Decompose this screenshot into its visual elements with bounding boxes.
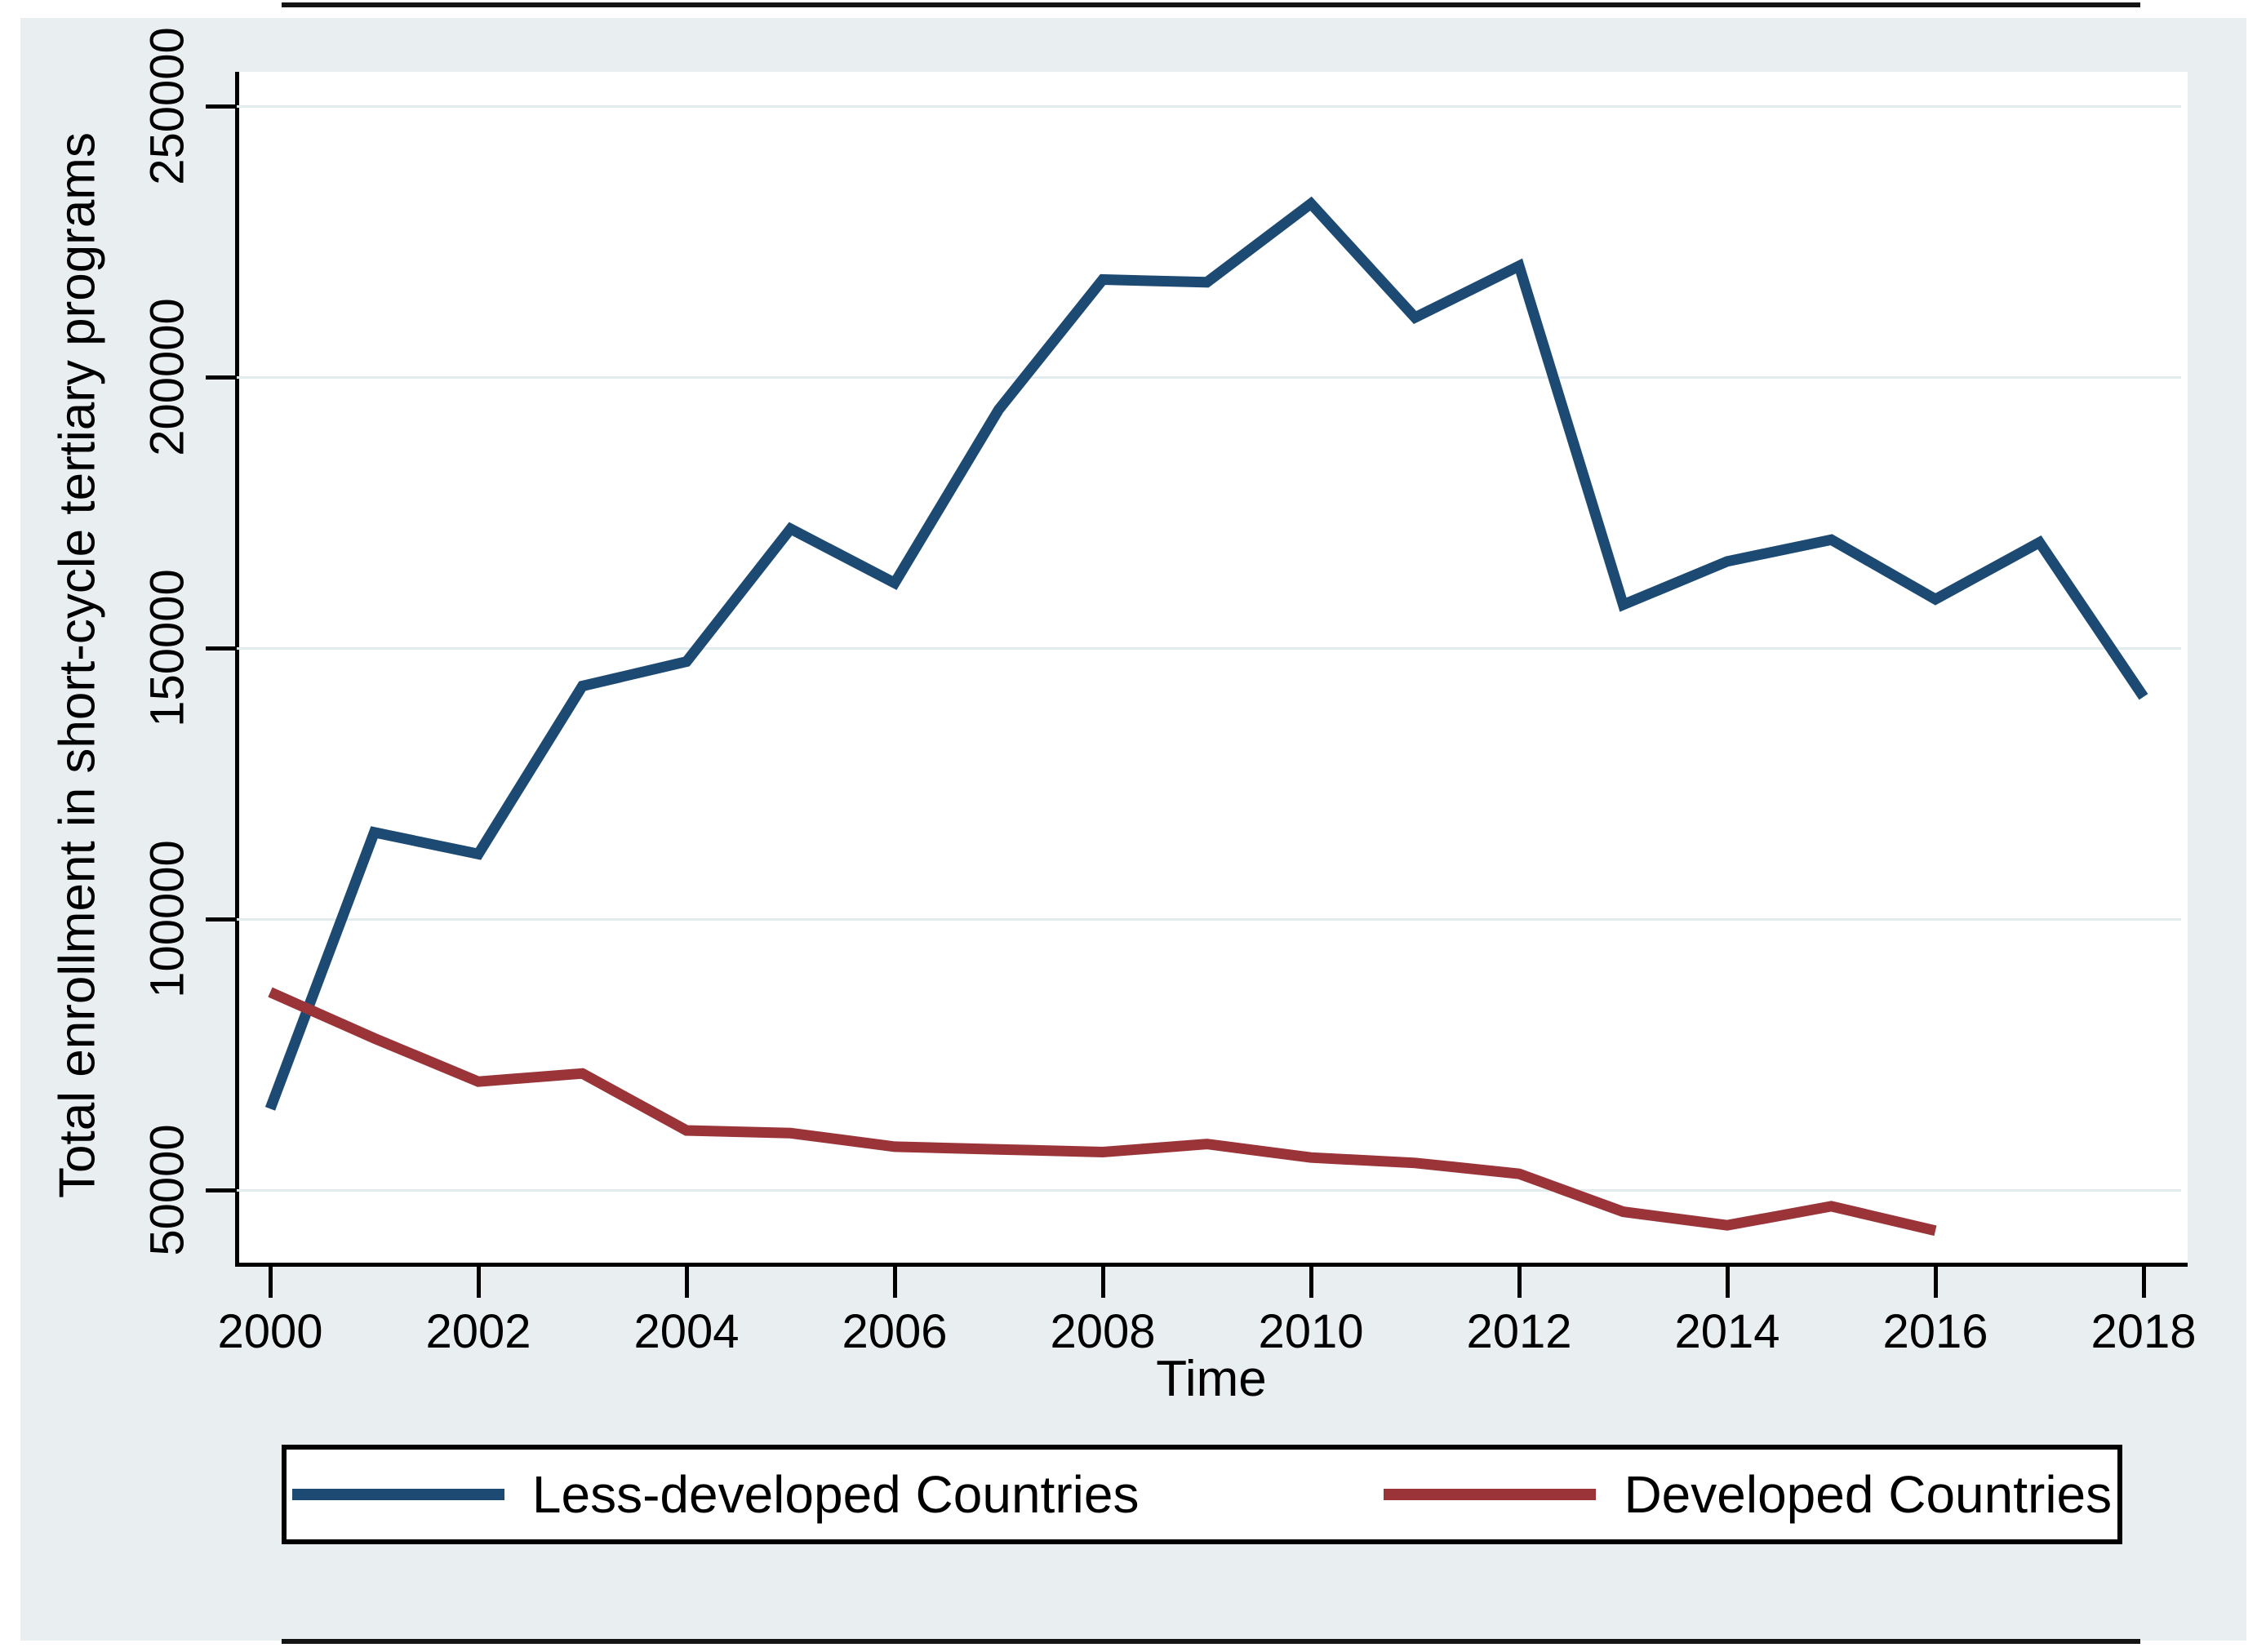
x-tick-label: 2016 xyxy=(1882,1305,1988,1358)
x-tick-label: 2010 xyxy=(1258,1305,1364,1358)
x-tick-label: 2004 xyxy=(633,1305,740,1358)
y-axis-tick xyxy=(206,646,235,651)
y-gridline xyxy=(237,917,2181,921)
x-tick-label: 2000 xyxy=(217,1305,323,1358)
x-axis-tick xyxy=(2141,1267,2146,1298)
x-tick-label: 2012 xyxy=(1466,1305,1572,1358)
x-axis-tick xyxy=(1933,1267,1938,1298)
x-axis-tick xyxy=(1100,1267,1105,1298)
x-axis-tick xyxy=(1309,1267,1313,1298)
y-gridline xyxy=(237,375,2181,379)
page-edge-artifact-bottom xyxy=(282,1639,2140,1644)
x-tick-label: 2008 xyxy=(1050,1305,1156,1358)
page-edge-artifact-top xyxy=(282,2,2140,7)
y-axis-title: Total enrollment in short-cycle tertiary… xyxy=(49,132,106,1198)
y-gridline xyxy=(237,104,2181,108)
x-axis-tick xyxy=(268,1267,273,1298)
y-axis-tick xyxy=(206,1188,235,1192)
legend-swatch-less-developed xyxy=(291,1489,504,1500)
series-line-developed-countries xyxy=(268,987,1937,1237)
x-axis-title: Time xyxy=(1156,1351,1267,1407)
series-line-less-developed-countries xyxy=(264,196,2148,1111)
y-gridline xyxy=(237,1188,2181,1192)
legend-label-developed: Developed Countries xyxy=(1624,1465,2113,1524)
x-tick-label: 2014 xyxy=(1674,1305,1780,1358)
x-tick-label: 2006 xyxy=(842,1305,948,1358)
x-tick-label: 2018 xyxy=(2090,1305,2197,1358)
x-axis-tick xyxy=(1517,1267,1522,1298)
x-axis-tick xyxy=(476,1267,481,1298)
y-axis-tick xyxy=(206,917,235,921)
x-tick-label: 2002 xyxy=(425,1305,531,1358)
plot-area xyxy=(235,72,2188,1267)
y-gridline xyxy=(237,646,2181,650)
x-axis-tick xyxy=(684,1267,689,1298)
x-axis-tick xyxy=(1725,1267,1730,1298)
y-axis-tick xyxy=(206,375,235,380)
y-axis-tick xyxy=(206,104,235,109)
legend-item-less-developed: Less-developed Countries xyxy=(291,1464,1140,1525)
x-axis-tick xyxy=(892,1267,897,1298)
legend-item-developed: Developed Countries xyxy=(1384,1464,2112,1525)
legend-label-less-developed: Less-developed Countries xyxy=(531,1465,1140,1524)
legend-swatch-developed xyxy=(1384,1489,1597,1500)
legend: Less-developed Countries Developed Count… xyxy=(282,1445,2122,1544)
